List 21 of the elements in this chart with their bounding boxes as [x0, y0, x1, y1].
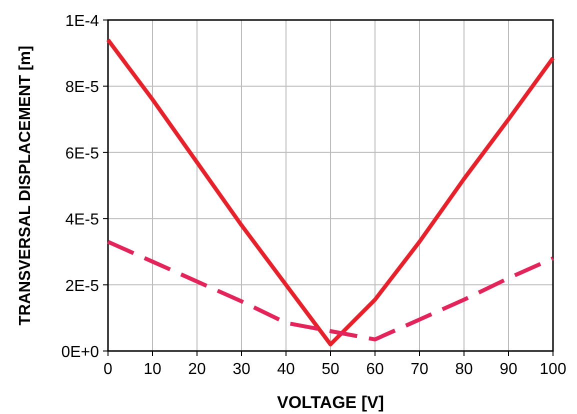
- line-series: [106, 240, 555, 342]
- x-tick-label: 90: [500, 361, 518, 378]
- x-tick-label: 20: [188, 361, 206, 378]
- x-tick-label: 70: [410, 361, 428, 378]
- x-axis-title: VOLTAGE [V]: [276, 393, 384, 412]
- x-tick-label: 60: [366, 361, 384, 378]
- y-axis-title: TRANSVERSAL DISPLACEMENT [m]: [17, 46, 34, 326]
- x-tick-label: 0: [104, 361, 113, 378]
- y-tick-label: 6E-5: [65, 145, 100, 162]
- line-series: [106, 38, 555, 346]
- y-tick-label: 2E-5: [65, 278, 100, 295]
- y-tick-label: 4E-5: [65, 212, 100, 229]
- y-tick-label: 0E+0: [61, 344, 100, 361]
- y-tick-label: 1E-4: [65, 13, 100, 30]
- x-tick-label: 80: [455, 361, 473, 378]
- x-tick-label: 40: [277, 361, 295, 378]
- x-tick-label: 10: [144, 361, 162, 378]
- x-tick-label: 30: [232, 361, 250, 378]
- x-tick-label: 100: [540, 361, 566, 378]
- y-tick-label: 8E-5: [65, 79, 100, 96]
- x-tick-label: 50: [322, 361, 340, 378]
